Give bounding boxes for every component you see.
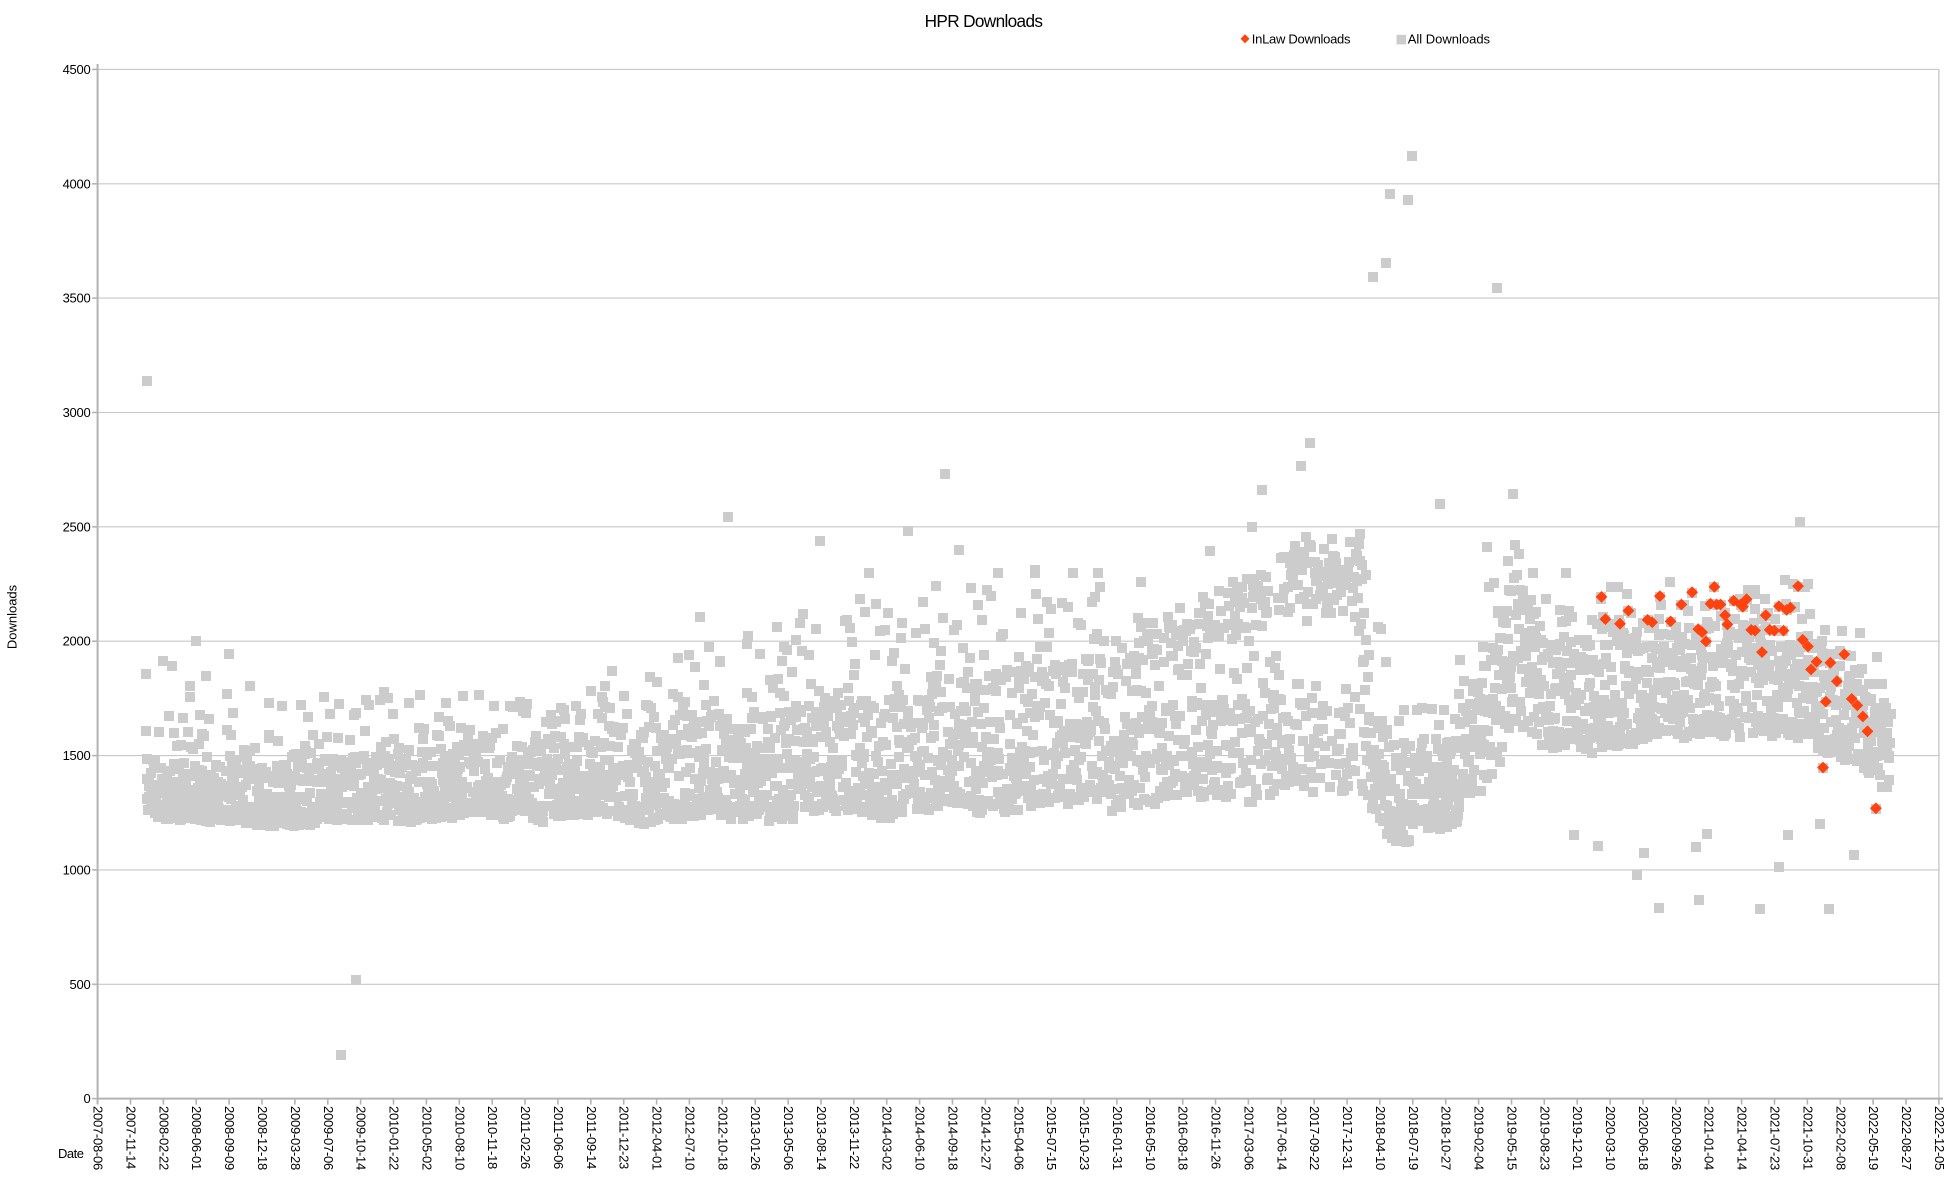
svg-text:All Downloads: All Downloads <box>1408 31 1491 46</box>
svg-text:2017-03-06: 2017-03-06 <box>1241 1106 1256 1170</box>
svg-text:2020-06-18: 2020-06-18 <box>1636 1106 1651 1170</box>
svg-text:2009-03-28: 2009-03-28 <box>288 1106 303 1170</box>
svg-text:3000: 3000 <box>63 405 91 420</box>
svg-text:1500: 1500 <box>63 748 91 763</box>
svg-text:2010-11-18: 2010-11-18 <box>485 1106 500 1169</box>
svg-text:2008-09-09: 2008-09-09 <box>222 1106 237 1170</box>
svg-text:2013-08-14: 2013-08-14 <box>814 1106 829 1170</box>
svg-text:2007-11-14: 2007-11-14 <box>124 1106 139 1169</box>
svg-text:2013-11-22: 2013-11-22 <box>847 1106 862 1169</box>
svg-text:3500: 3500 <box>63 291 91 306</box>
svg-text:2017-09-22: 2017-09-22 <box>1307 1106 1322 1170</box>
svg-text:2016-05-10: 2016-05-10 <box>1143 1106 1158 1170</box>
svg-text:2017-12-31: 2017-12-31 <box>1340 1106 1355 1170</box>
svg-text:2020-09-26: 2020-09-26 <box>1669 1106 1684 1170</box>
svg-text:2013-01-26: 2013-01-26 <box>748 1106 763 1170</box>
svg-text:2008-12-18: 2008-12-18 <box>255 1106 270 1170</box>
svg-text:2022-08-27: 2022-08-27 <box>1899 1106 1914 1170</box>
svg-text:2012-07-10: 2012-07-10 <box>682 1106 697 1170</box>
svg-text:2021-01-04: 2021-01-04 <box>1702 1106 1717 1170</box>
svg-text:InLaw Downloads: InLaw Downloads <box>1252 31 1351 46</box>
svg-text:2014-03-02: 2014-03-02 <box>880 1106 895 1170</box>
svg-text:2014-12-27: 2014-12-27 <box>978 1106 993 1170</box>
svg-text:2011-09-14: 2011-09-14 <box>584 1106 599 1169</box>
svg-text:Downloads: Downloads <box>4 584 19 649</box>
svg-text:2016-11-26: 2016-11-26 <box>1209 1106 1224 1169</box>
svg-text:HPR Downloads: HPR Downloads <box>925 11 1043 31</box>
svg-text:2014-06-10: 2014-06-10 <box>913 1106 928 1170</box>
svg-text:2019-02-04: 2019-02-04 <box>1472 1106 1487 1170</box>
svg-text:2011-02-26: 2011-02-26 <box>518 1106 533 1169</box>
svg-text:2010-01-22: 2010-01-22 <box>387 1106 402 1170</box>
svg-text:2022-02-08: 2022-02-08 <box>1833 1106 1848 1170</box>
svg-text:2009-07-06: 2009-07-06 <box>321 1106 336 1170</box>
svg-text:2015-07-15: 2015-07-15 <box>1044 1106 1059 1170</box>
svg-text:2018-07-19: 2018-07-19 <box>1406 1106 1421 1170</box>
svg-text:2500: 2500 <box>63 519 91 534</box>
svg-text:2022-12-05: 2022-12-05 <box>1932 1106 1947 1170</box>
svg-text:2022-05-19: 2022-05-19 <box>1866 1106 1881 1170</box>
svg-text:2019-12-01: 2019-12-01 <box>1570 1106 1585 1170</box>
svg-text:2009-10-14: 2009-10-14 <box>354 1106 369 1170</box>
svg-text:4000: 4000 <box>63 176 91 191</box>
svg-text:2011-12-23: 2011-12-23 <box>617 1106 632 1169</box>
svg-text:2017-06-14: 2017-06-14 <box>1274 1106 1289 1170</box>
svg-text:2013-05-06: 2013-05-06 <box>781 1106 796 1170</box>
svg-text:2018-10-27: 2018-10-27 <box>1439 1106 1454 1170</box>
svg-text:2010-08-10: 2010-08-10 <box>452 1106 467 1170</box>
svg-text:0: 0 <box>84 1091 91 1106</box>
svg-text:2012-10-18: 2012-10-18 <box>715 1106 730 1170</box>
svg-text:2011-06-06: 2011-06-06 <box>551 1106 566 1169</box>
svg-text:2019-08-23: 2019-08-23 <box>1537 1106 1552 1170</box>
svg-text:2021-10-31: 2021-10-31 <box>1800 1106 1815 1170</box>
svg-text:2010-05-02: 2010-05-02 <box>419 1106 434 1170</box>
svg-text:2021-04-14: 2021-04-14 <box>1735 1106 1750 1170</box>
svg-text:2008-02-22: 2008-02-22 <box>156 1106 171 1170</box>
svg-text:2015-04-06: 2015-04-06 <box>1011 1106 1026 1170</box>
svg-text:2021-07-23: 2021-07-23 <box>1768 1106 1783 1170</box>
svg-text:2000: 2000 <box>63 634 91 649</box>
svg-text:Date: Date <box>58 1146 84 1161</box>
svg-text:4500: 4500 <box>63 62 91 77</box>
svg-text:2012-04-01: 2012-04-01 <box>650 1106 665 1170</box>
svg-text:1000: 1000 <box>63 862 91 877</box>
svg-text:2018-04-10: 2018-04-10 <box>1373 1106 1388 1170</box>
svg-text:2015-10-23: 2015-10-23 <box>1077 1106 1092 1170</box>
svg-text:2008-06-01: 2008-06-01 <box>189 1106 204 1170</box>
svg-text:2016-01-31: 2016-01-31 <box>1110 1106 1125 1170</box>
svg-text:2014-09-18: 2014-09-18 <box>946 1106 961 1170</box>
svg-text:2007-08-06: 2007-08-06 <box>91 1106 106 1170</box>
svg-text:2020-03-10: 2020-03-10 <box>1603 1106 1618 1170</box>
svg-text:2019-05-15: 2019-05-15 <box>1505 1106 1520 1170</box>
svg-text:500: 500 <box>70 977 91 992</box>
svg-text:2016-08-18: 2016-08-18 <box>1176 1106 1191 1170</box>
